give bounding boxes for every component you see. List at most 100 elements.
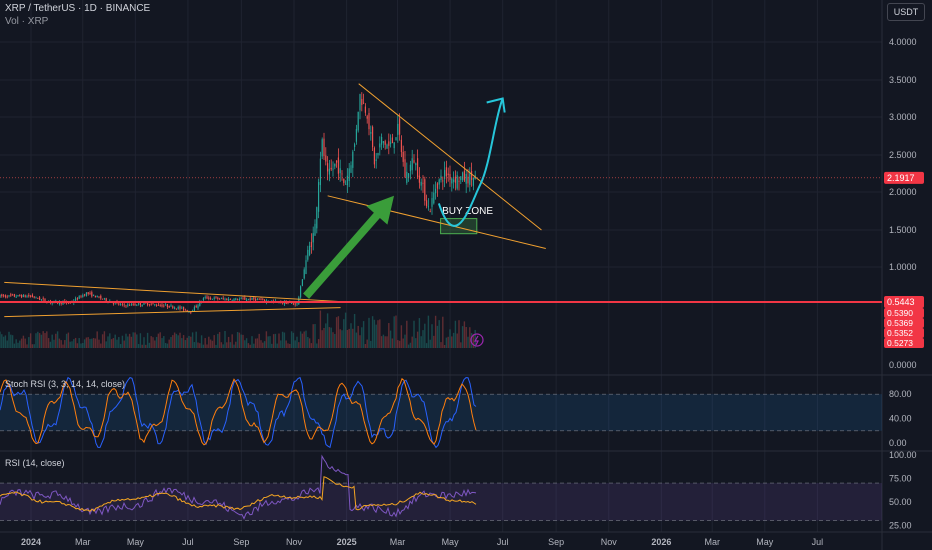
volume-bar	[118, 337, 120, 348]
price-candle	[33, 296, 35, 298]
price-candle	[456, 175, 458, 189]
volume-bar	[386, 336, 388, 348]
price-candle	[319, 158, 321, 186]
volume-bar	[24, 338, 26, 348]
volume-bar	[125, 333, 127, 348]
price-candle	[442, 180, 444, 182]
price-candle	[359, 94, 361, 111]
volume-bar	[290, 331, 293, 348]
volume-bar	[215, 344, 217, 348]
volume-bar	[424, 323, 426, 348]
currency-selector[interactable]: USDT	[887, 3, 925, 21]
price-candle	[165, 304, 167, 306]
volume-bar	[58, 338, 61, 348]
price-candle	[406, 171, 408, 183]
volume-bar	[238, 332, 241, 348]
volume-bar	[62, 344, 64, 348]
price-candle	[291, 303, 293, 304]
volume-bar	[326, 313, 329, 348]
volume-bar	[0, 331, 1, 348]
price-candle	[220, 298, 222, 299]
level-sub-label: 0.5390	[887, 308, 913, 318]
volume-bar	[155, 336, 158, 348]
price-candle	[129, 305, 131, 306]
volume-bar	[78, 338, 80, 348]
drawings: BUY ZONE	[0, 83, 882, 347]
volume-bar	[166, 343, 169, 348]
volume-bar	[249, 344, 251, 348]
volume-bar	[204, 338, 206, 348]
volume-bar	[161, 338, 163, 348]
price-candle	[375, 159, 377, 161]
price-tick-label: 2.0000	[889, 187, 917, 197]
trendline	[358, 83, 542, 231]
price-candle	[382, 141, 384, 143]
lightning-icon-glyph	[473, 335, 479, 346]
volume-bar	[276, 343, 278, 348]
volume-bars	[0, 310, 476, 348]
time-tick-label: Jul	[497, 537, 509, 547]
volume-bar	[353, 313, 356, 348]
volume-bar	[233, 344, 235, 348]
volume-bar	[344, 312, 347, 348]
price-candle	[426, 200, 428, 207]
volume-bar	[91, 338, 93, 348]
volume-bar	[373, 319, 376, 348]
volume-bar	[280, 340, 282, 348]
price-candle	[332, 168, 334, 170]
volume-bar	[406, 320, 408, 348]
price-candle	[170, 305, 172, 307]
volume-bar	[310, 343, 313, 348]
volume-bar	[469, 327, 471, 348]
price-candle	[210, 298, 212, 299]
price-candle	[123, 304, 125, 306]
volume-bar	[343, 319, 345, 348]
volume-bar	[397, 340, 399, 348]
volume-bar	[317, 339, 320, 348]
price-candle	[202, 298, 204, 301]
volume-bar	[287, 343, 289, 348]
volume-bar	[451, 336, 453, 348]
volume-bar	[335, 317, 338, 348]
price-candle	[400, 139, 402, 153]
volume-bar	[206, 344, 208, 348]
time-tick-label: Jul	[812, 537, 824, 547]
price-candle	[94, 295, 96, 298]
price-candle	[352, 151, 354, 168]
price-candle	[91, 292, 93, 297]
volume-bar	[154, 340, 156, 348]
volume-bar	[163, 336, 165, 348]
volume-bar	[346, 329, 349, 348]
volume-bar	[208, 336, 210, 348]
price-candle	[438, 179, 440, 185]
volume-bar	[190, 336, 192, 348]
volume-bar	[74, 337, 77, 348]
volume-bar	[472, 334, 475, 348]
price-candle	[44, 298, 46, 302]
price-candle	[247, 299, 249, 300]
price-candle	[435, 188, 437, 194]
price-candle	[233, 298, 235, 302]
price-candle	[364, 106, 366, 113]
price-candle	[118, 303, 120, 305]
price-candle	[84, 294, 86, 296]
volume-bar	[119, 344, 122, 348]
volume-bar	[325, 323, 327, 348]
volume-bar	[375, 324, 377, 348]
price-candle	[166, 304, 168, 307]
price-candle	[397, 123, 399, 135]
price-candle	[40, 299, 42, 301]
price-candle	[105, 298, 107, 302]
price-candle	[120, 304, 122, 306]
price-candle	[139, 302, 141, 306]
volume-bar	[312, 324, 314, 348]
price-candle	[255, 298, 257, 301]
volume-bar	[440, 342, 442, 348]
level-label: 0.5443	[887, 297, 915, 307]
volume-bar	[96, 331, 98, 348]
price-candle	[22, 295, 24, 297]
volume-bar	[195, 331, 197, 348]
volume-bar	[10, 334, 12, 348]
rsi-tick-label: 25.00	[889, 520, 912, 530]
